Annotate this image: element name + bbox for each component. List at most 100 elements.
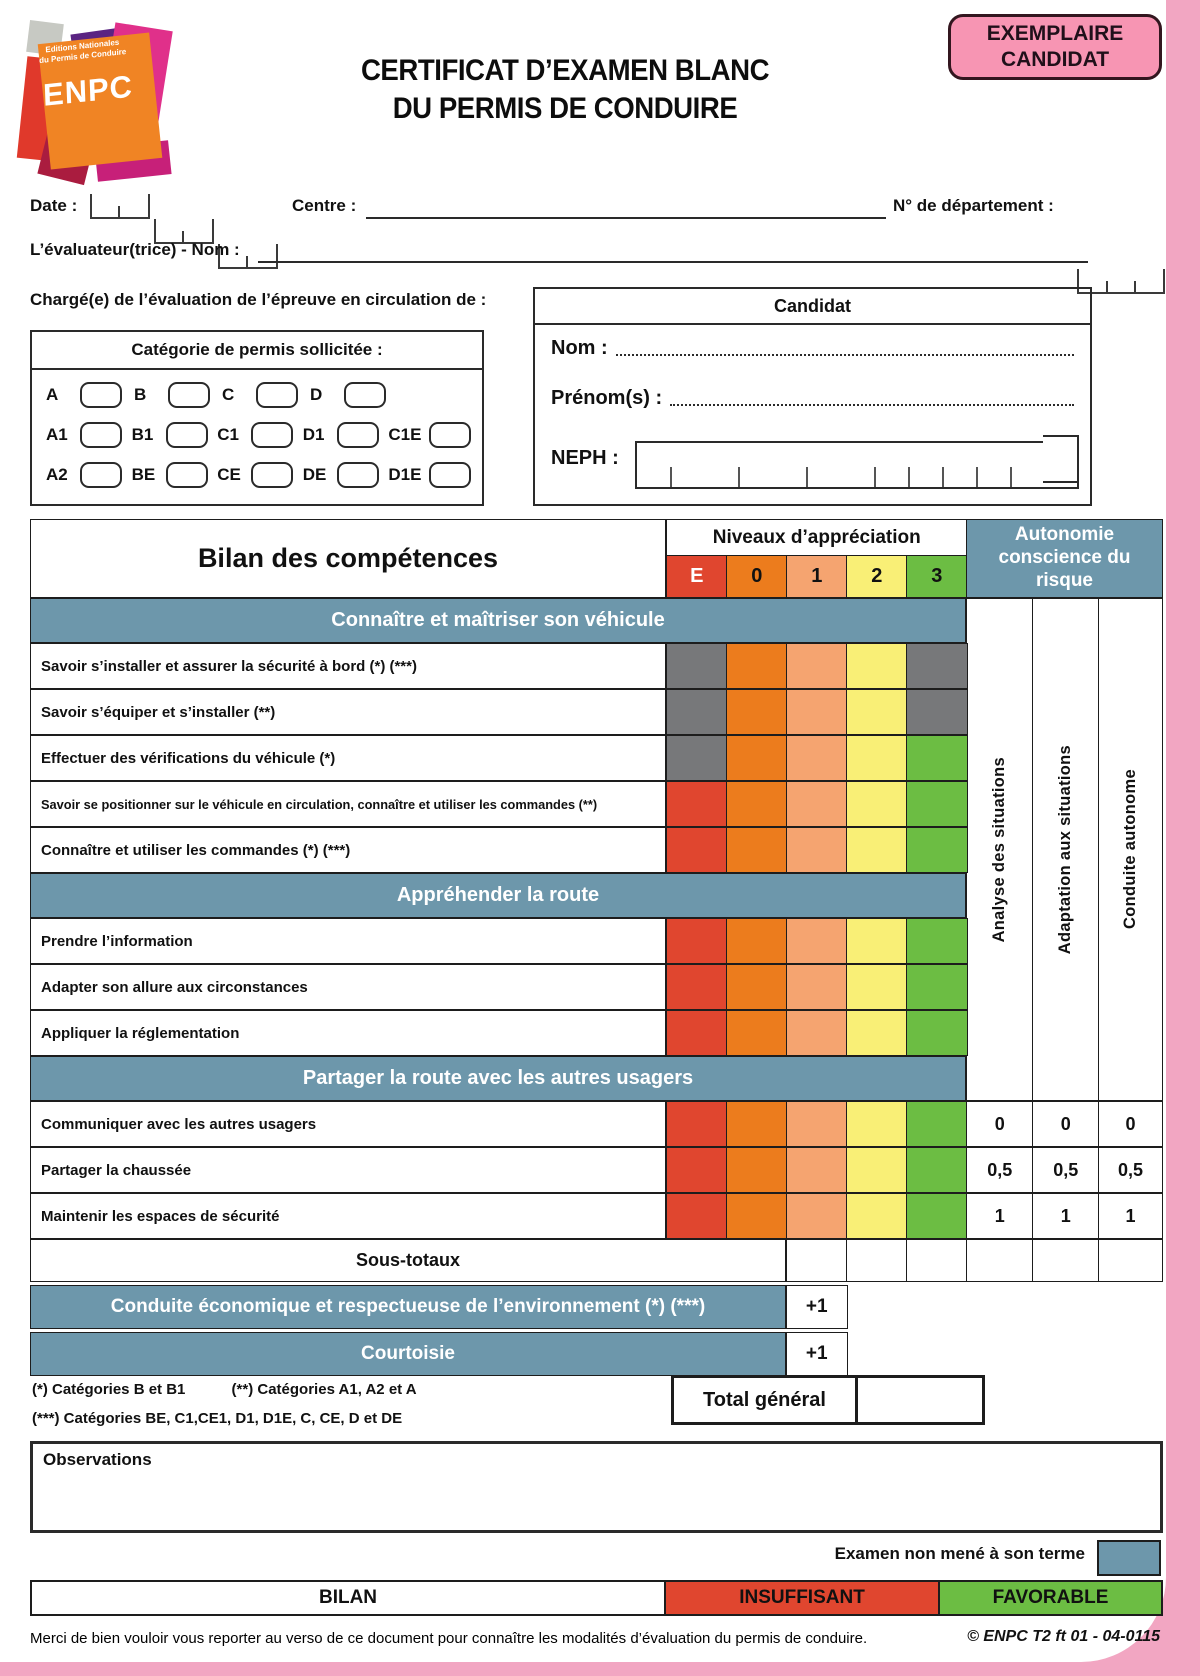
verdict-insufficient[interactable]: INSUFFISANT (664, 1580, 940, 1616)
category-checkbox-c1e[interactable] (429, 422, 472, 448)
date-year-boxes[interactable] (218, 244, 278, 269)
exam-incomplete-checkbox[interactable] (1097, 1540, 1161, 1576)
score-cell[interactable] (666, 1147, 728, 1193)
neph-cell[interactable] (1010, 443, 1045, 487)
score-cell[interactable] (666, 643, 728, 689)
score-cell[interactable] (846, 918, 908, 964)
score-cell[interactable] (786, 689, 848, 735)
neph-cell[interactable] (976, 443, 1011, 487)
category-checkbox-c[interactable] (256, 382, 298, 408)
score-cell[interactable] (786, 1193, 848, 1239)
score-cell[interactable] (846, 781, 908, 827)
score-cell[interactable] (666, 827, 728, 873)
subtotal-cell[interactable] (1098, 1239, 1163, 1282)
score-cell[interactable] (726, 643, 788, 689)
category-checkbox-b1[interactable] (165, 422, 208, 448)
neph-cell[interactable] (874, 443, 909, 487)
score-cell[interactable] (726, 918, 788, 964)
score-cell[interactable] (906, 643, 968, 689)
score-cell[interactable] (906, 1193, 968, 1239)
neph-input-grid[interactable] (635, 435, 1079, 489)
neph-cell[interactable] (942, 443, 977, 487)
score-cell[interactable] (906, 964, 968, 1010)
score-cell[interactable] (786, 827, 848, 873)
score-cell[interactable] (726, 781, 788, 827)
score-cell[interactable] (846, 1147, 908, 1193)
score-cell[interactable] (906, 689, 968, 735)
verdict-favorable[interactable]: FAVORABLE (938, 1580, 1163, 1616)
score-cell[interactable] (666, 735, 728, 781)
score-cell[interactable] (666, 781, 728, 827)
observations-box[interactable]: Observations (30, 1441, 1163, 1533)
score-cell[interactable] (906, 1010, 968, 1056)
score-cell[interactable] (846, 735, 908, 781)
neph-cell[interactable] (841, 443, 875, 487)
subtotal-cell[interactable] (906, 1239, 968, 1282)
score-cell[interactable] (786, 735, 848, 781)
score-cell[interactable] (666, 689, 728, 735)
score-cell[interactable] (666, 1101, 728, 1147)
score-cell[interactable] (666, 1010, 728, 1056)
centre-input-line[interactable] (366, 195, 886, 219)
category-checkbox-d[interactable] (344, 382, 386, 408)
score-cell[interactable] (846, 1101, 908, 1147)
neph-cell[interactable] (705, 443, 739, 487)
score-cell[interactable] (726, 827, 788, 873)
nom-input-line[interactable] (615, 354, 1074, 356)
score-cell[interactable] (906, 1101, 968, 1147)
score-cell[interactable] (786, 964, 848, 1010)
score-cell[interactable] (726, 689, 788, 735)
subtotal-cell[interactable] (1032, 1239, 1100, 1282)
subtotal-cell[interactable] (966, 1239, 1034, 1282)
score-cell[interactable] (846, 964, 908, 1010)
score-cell[interactable] (726, 1193, 788, 1239)
score-cell[interactable] (786, 1147, 848, 1193)
score-cell[interactable] (906, 918, 968, 964)
score-cell[interactable] (666, 918, 728, 964)
date-month-boxes[interactable] (154, 219, 214, 244)
departement-boxes[interactable] (1077, 269, 1165, 294)
score-cell[interactable] (786, 643, 848, 689)
date-day-boxes[interactable] (90, 194, 150, 219)
neph-cell[interactable] (670, 443, 705, 487)
neph-cell[interactable] (806, 443, 841, 487)
score-cell[interactable] (906, 827, 968, 873)
score-cell[interactable] (786, 1010, 848, 1056)
score-cell[interactable] (726, 1147, 788, 1193)
score-cell[interactable] (846, 689, 908, 735)
score-cell[interactable] (846, 1193, 908, 1239)
score-cell[interactable] (846, 643, 908, 689)
score-cell[interactable] (786, 1101, 848, 1147)
category-checkbox-d1e[interactable] (429, 462, 472, 488)
subtotal-cell[interactable] (786, 1239, 848, 1282)
score-cell[interactable] (786, 781, 848, 827)
score-cell[interactable] (726, 1101, 788, 1147)
score-cell[interactable] (846, 827, 908, 873)
category-checkbox-de[interactable] (336, 462, 379, 488)
neph-cell[interactable] (773, 443, 807, 487)
category-checkbox-a2[interactable] (80, 462, 122, 488)
score-cell[interactable] (726, 1010, 788, 1056)
category-checkbox-ce[interactable] (251, 462, 294, 488)
neph-cell[interactable] (738, 443, 773, 487)
category-checkbox-b[interactable] (168, 382, 210, 408)
neph-cell[interactable] (637, 443, 671, 487)
score-cell[interactable] (906, 781, 968, 827)
score-cell[interactable] (666, 964, 728, 1010)
category-checkbox-c1[interactable] (251, 422, 294, 448)
category-checkbox-d1[interactable] (336, 422, 379, 448)
score-cell[interactable] (906, 735, 968, 781)
category-checkbox-a[interactable] (80, 382, 122, 408)
prenom-input-line[interactable] (670, 404, 1074, 406)
score-cell[interactable] (726, 735, 788, 781)
score-cell[interactable] (906, 1147, 968, 1193)
score-cell[interactable] (726, 964, 788, 1010)
score-cell[interactable] (666, 1193, 728, 1239)
grand-total-value-cell[interactable] (858, 1375, 985, 1425)
category-checkbox-be[interactable] (165, 462, 208, 488)
subtotal-cell[interactable] (846, 1239, 908, 1282)
neph-cell[interactable] (1043, 435, 1079, 483)
score-cell[interactable] (786, 918, 848, 964)
category-checkbox-a1[interactable] (80, 422, 122, 448)
neph-cell[interactable] (908, 443, 943, 487)
